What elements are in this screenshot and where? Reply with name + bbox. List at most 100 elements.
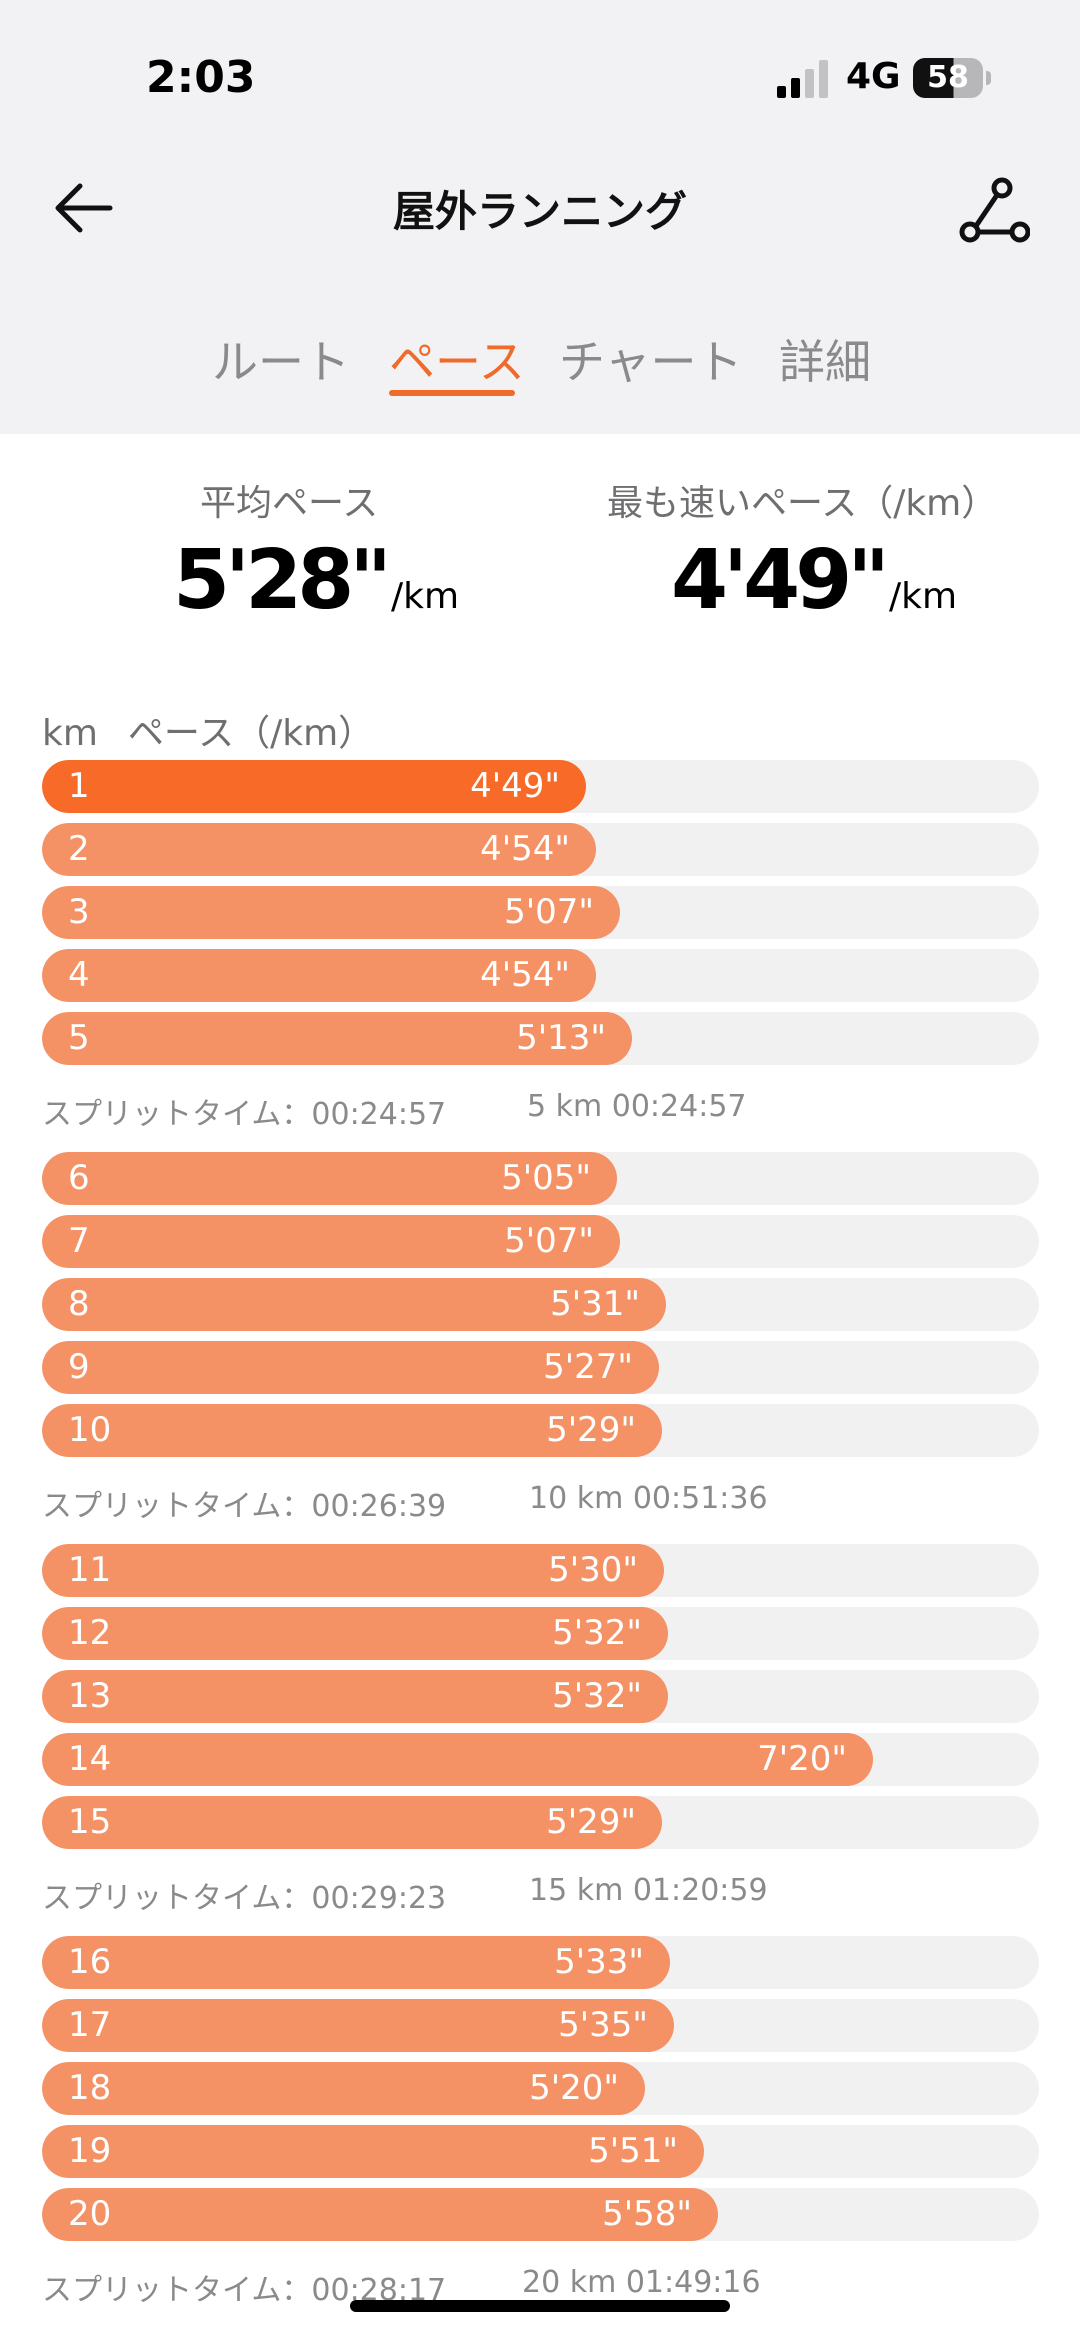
tab-route[interactable]: ルート	[212, 335, 350, 389]
pace-label: 5'32"	[552, 1676, 642, 1716]
pace-label: 5'31"	[550, 1284, 640, 1324]
km-label: 4	[68, 955, 90, 995]
pace-label: 4'49"	[470, 766, 560, 806]
pace-label: 4'54"	[480, 955, 570, 995]
avg-pace-number: 5'28"	[173, 533, 392, 628]
km-label: 10	[68, 1410, 112, 1450]
pace-bar: 5 5'13"	[42, 1012, 632, 1065]
km-label: 14	[68, 1739, 112, 1779]
km-label: 5	[68, 1018, 90, 1058]
tab-pace[interactable]: ペース	[389, 335, 525, 389]
km-label: 6	[68, 1158, 90, 1198]
pace-row: 10 5'29"	[42, 1404, 1039, 1457]
km-label: 9	[68, 1347, 90, 1387]
pace-bar: 15 5'29"	[42, 1796, 662, 1849]
pace-label: 5'58"	[602, 2194, 692, 2234]
pace-bar: 17 5'35"	[42, 1999, 674, 2052]
pace-row: 12 5'32"	[42, 1607, 1039, 1660]
pace-bar: 20 5'58"	[42, 2188, 718, 2241]
fastest-pace-number: 4'49"	[671, 533, 890, 628]
battery-tip	[986, 71, 991, 85]
pace-row: 7 5'07"	[42, 1215, 1039, 1268]
route-share-icon[interactable]	[958, 176, 1030, 248]
pace-label: 5'29"	[546, 1802, 636, 1842]
km-label: 7	[68, 1221, 90, 1261]
split-cumulative: 10 km 00:51:36	[529, 1481, 768, 1516]
pace-bar: 19 5'51"	[42, 2125, 704, 2178]
pace-row: 16 5'33"	[42, 1936, 1039, 1989]
top-header-area	[0, 0, 1080, 434]
pace-label: 5'20"	[529, 2068, 619, 2108]
pace-row: 8 5'31"	[42, 1278, 1039, 1331]
km-label: 1	[68, 766, 90, 806]
tab-details[interactable]: 詳細	[779, 335, 871, 389]
network-type: 4G	[846, 56, 901, 97]
pace-label: 5'27"	[543, 1347, 633, 1387]
pace-list-header: km ペース（/km）	[42, 704, 374, 756]
pace-row: 15 5'29"	[42, 1796, 1039, 1849]
pace-bar: 3 5'07"	[42, 886, 620, 939]
pace-bar: 13 5'32"	[42, 1670, 668, 1723]
pace-label: 5'30"	[548, 1550, 638, 1590]
split-cumulative: 15 km 01:20:59	[529, 1873, 768, 1908]
km-label: 2	[68, 829, 90, 869]
pace-row: 11 5'30"	[42, 1544, 1039, 1597]
pace-row: 4 4'54"	[42, 949, 1039, 1002]
tab-chart[interactable]: チャート	[559, 335, 743, 389]
pace-row: 1 4'49"	[42, 760, 1039, 813]
header-pace: ペース（/km）	[127, 713, 375, 754]
avg-pace-unit: /km	[391, 576, 460, 617]
pace-label: 5'35"	[558, 2005, 648, 2045]
pace-bar: 8 5'31"	[42, 1278, 666, 1331]
pace-label: 5'13"	[516, 1018, 606, 1058]
pace-row: 6 5'05"	[42, 1152, 1039, 1205]
pace-row: 14 7'20"	[42, 1733, 1039, 1786]
pace-row: 19 5'51"	[42, 2125, 1039, 2178]
status-time: 2:03	[146, 52, 256, 103]
split-summary: スプリットタイム：00:26:39 10 km 00:51:36	[42, 1481, 768, 1525]
battery-icon: 58	[913, 58, 983, 98]
home-indicator	[350, 2300, 730, 2312]
split-time: スプリットタイム：00:26:39	[42, 1489, 447, 1524]
pace-bar: 14 7'20"	[42, 1733, 873, 1786]
fastest-pace-label: 最も速いペース（/km）	[607, 483, 998, 524]
pace-bar: 11 5'30"	[42, 1544, 664, 1597]
km-label: 12	[68, 1613, 112, 1653]
pace-label: 5'05"	[501, 1158, 591, 1198]
fastest-pace-value: 4'49"/km	[671, 533, 957, 628]
km-label: 17	[68, 2005, 112, 2045]
km-label: 3	[68, 892, 90, 932]
pace-bar: 16 5'33"	[42, 1936, 670, 1989]
pace-bar: 2 4'54"	[42, 823, 596, 876]
km-label: 11	[68, 1550, 112, 1590]
back-arrow-icon[interactable]	[50, 174, 118, 242]
pace-row: 13 5'32"	[42, 1670, 1039, 1723]
pace-label: 5'33"	[554, 1942, 644, 1982]
tab-bar: ルート ペース チャート 詳細	[0, 326, 1080, 406]
km-label: 8	[68, 1284, 90, 1324]
avg-pace-value: 5'28"/km	[173, 533, 459, 628]
pace-bar: 9 5'27"	[42, 1341, 659, 1394]
active-tab-indicator	[389, 390, 515, 396]
km-label: 20	[68, 2194, 112, 2234]
pace-bar: 6 5'05"	[42, 1152, 617, 1205]
pace-label: 4'54"	[480, 829, 570, 869]
pace-label: 5'51"	[588, 2131, 678, 2171]
pace-row: 2 4'54"	[42, 823, 1039, 876]
split-cumulative: 20 km 01:49:16	[522, 2265, 761, 2300]
pace-row: 9 5'27"	[42, 1341, 1039, 1394]
pace-bar: 12 5'32"	[42, 1607, 668, 1660]
pace-label: 5'07"	[504, 1221, 594, 1261]
km-label: 13	[68, 1676, 112, 1716]
pace-bar: 1 4'49"	[42, 760, 586, 813]
km-label: 19	[68, 2131, 112, 2171]
avg-pace-label: 平均ペース	[200, 483, 379, 524]
pace-row: 3 5'07"	[42, 886, 1039, 939]
pace-row: 17 5'35"	[42, 1999, 1039, 2052]
split-summary: スプリットタイム：00:29:23 15 km 01:20:59	[42, 1873, 768, 1917]
km-label: 16	[68, 1942, 112, 1982]
split-time: スプリットタイム：00:29:23	[42, 1881, 447, 1916]
pace-label: 7'20"	[757, 1739, 847, 1779]
km-label: 15	[68, 1802, 112, 1842]
